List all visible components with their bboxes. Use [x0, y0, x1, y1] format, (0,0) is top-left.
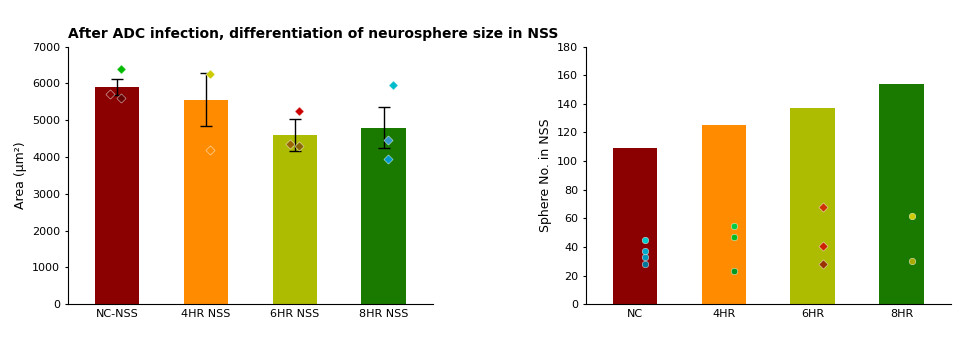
Bar [790, 108, 834, 304]
Point [637, 237, 652, 243]
Bar [879, 84, 922, 304]
Point [815, 204, 830, 210]
Point [815, 261, 830, 267]
Point [380, 137, 395, 143]
Bar [183, 100, 228, 304]
Text: After ADC infection, differentiation of neurosphere size in NSS: After ADC infection, differentiation of … [68, 27, 558, 41]
Point [291, 108, 306, 114]
Point [385, 82, 400, 88]
Point [637, 248, 652, 254]
Point [726, 223, 741, 228]
Bar [701, 125, 745, 304]
Point [815, 243, 830, 248]
Point [726, 268, 741, 274]
Point [102, 92, 117, 97]
Point [282, 141, 297, 147]
Point [726, 234, 741, 240]
Bar [361, 127, 406, 304]
Y-axis label: Sphere No. in NSS: Sphere No. in NSS [538, 118, 551, 232]
Point [113, 66, 129, 72]
Point [113, 95, 129, 101]
Point [637, 261, 652, 267]
Point [203, 71, 218, 77]
Point [637, 254, 652, 260]
Y-axis label: Area (μm²): Area (μm²) [14, 142, 26, 209]
Point [904, 258, 920, 264]
Point [380, 156, 395, 162]
Point [291, 143, 306, 149]
Bar [611, 148, 656, 304]
Point [904, 213, 920, 218]
Bar [272, 135, 317, 304]
Point [203, 147, 218, 153]
Bar [95, 87, 139, 304]
